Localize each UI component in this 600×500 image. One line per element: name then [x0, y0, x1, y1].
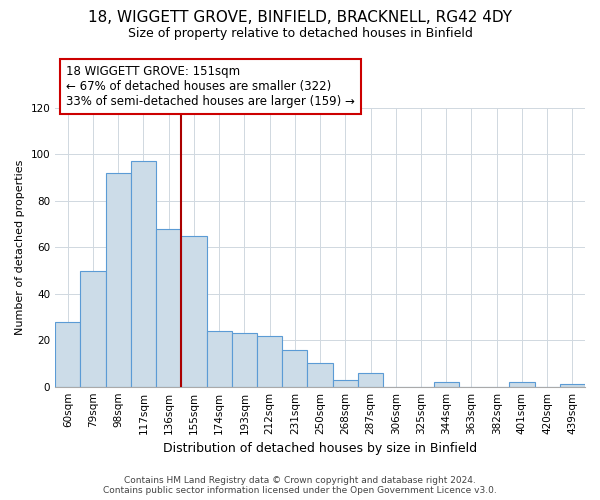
Text: 18, WIGGETT GROVE, BINFIELD, BRACKNELL, RG42 4DY: 18, WIGGETT GROVE, BINFIELD, BRACKNELL, …	[88, 10, 512, 25]
Bar	[131, 162, 156, 386]
Bar	[560, 384, 585, 386]
Text: Contains HM Land Registry data © Crown copyright and database right 2024.
Contai: Contains HM Land Registry data © Crown c…	[103, 476, 497, 495]
Y-axis label: Number of detached properties: Number of detached properties	[15, 160, 25, 335]
Bar	[282, 350, 307, 387]
Bar	[55, 322, 80, 386]
Text: 18 WIGGETT GROVE: 151sqm
← 67% of detached houses are smaller (322)
33% of semi-: 18 WIGGETT GROVE: 151sqm ← 67% of detach…	[66, 65, 355, 108]
Bar	[156, 229, 181, 386]
Text: Size of property relative to detached houses in Binfield: Size of property relative to detached ho…	[128, 28, 472, 40]
Bar	[257, 336, 282, 386]
Bar	[307, 364, 332, 386]
Bar	[106, 173, 131, 386]
Bar	[509, 382, 535, 386]
X-axis label: Distribution of detached houses by size in Binfield: Distribution of detached houses by size …	[163, 442, 477, 455]
Bar	[434, 382, 459, 386]
Bar	[332, 380, 358, 386]
Bar	[232, 334, 257, 386]
Bar	[80, 270, 106, 386]
Bar	[181, 236, 206, 386]
Bar	[358, 372, 383, 386]
Bar	[206, 331, 232, 386]
